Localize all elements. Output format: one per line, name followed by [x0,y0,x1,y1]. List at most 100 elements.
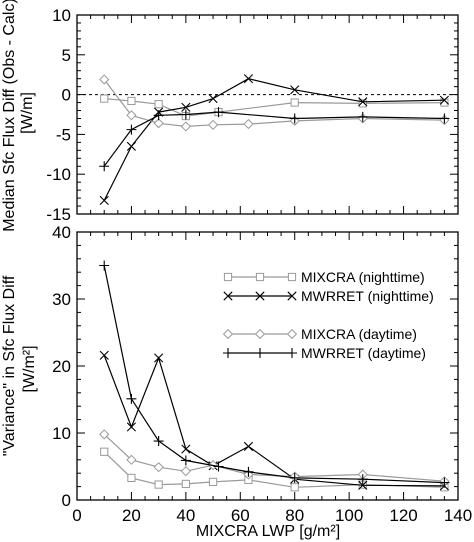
bottom-xtick-label: 120 [389,506,417,525]
bottom-xtick-label: 100 [335,506,363,525]
bottom-mixcra_day-point [153,462,164,473]
bottom-mixcra_night-point [154,480,163,489]
top-mwrret_night-point [99,195,109,206]
top-mixcra_day-point [126,110,137,121]
bottom-mwrret_day-point [153,436,164,447]
bottom-mixcra_night-point [100,447,109,456]
top-mixcra_night-point [100,94,109,103]
top-panel: -15 -10 -5 0 5 10 Median Sfc Flux Diff (Obs -… [1,0,459,232]
legend-mixcra_night-label: MIXCRA (nighttime) [301,269,425,285]
top-mixcra_day-point [243,118,254,130]
bottom-mixcra_day-point [126,454,137,465]
bottom-mixcra_night-point [208,477,218,487]
bottom-mwrret_day-point [213,461,224,472]
top-mwrret_night-point [208,93,218,104]
top-mwrret_night-point [243,74,254,84]
legend-mwrret_day-marker [287,348,297,358]
top-mwrret_day-point [126,124,137,135]
bottom-mixcra_night-point [181,479,190,489]
bottom-ytick-label: 40 [52,223,71,242]
top-mixcra_night-point [127,96,136,106]
bottom-mixcra_night-point [290,483,299,492]
bottom-series [99,260,450,492]
legend-mixcra_night-marker [287,272,297,282]
bottom-mwrret_day-point [180,455,191,466]
legend-mwrret_day-marker [223,348,233,358]
top-mwrret_night-point [126,141,137,151]
bottom-xtick-label: 60 [231,506,250,525]
top-mwrret_day-point [153,110,164,121]
top-mwrret_day-point [439,113,450,124]
legend-mixcra_day-marker [222,328,234,340]
top-mixcra_day-point [207,119,219,130]
x-axis-label: MIXCRA LWP [g/m²] [196,523,340,540]
bottom-mwrret_day-point [357,474,368,485]
top-mwrret_day-point [99,161,110,172]
top-mixcra_day-point [153,118,164,129]
bottom-mwrret_night-point [126,422,137,432]
legend-mwrret_night-marker [287,291,297,301]
bottom-mixcra_day-point [99,429,110,440]
top-series [99,74,450,206]
legend-mwrret_day-label: MWRRET (daytime) [301,345,426,361]
bottom-ylabel-line1: "Variance" in Sfc Flux Diff [1,275,18,456]
top-ytick-label: -5 [56,125,71,144]
top-mwrret_day-point [357,111,368,122]
top-mwrret_night-point [358,97,368,107]
bottom-mwrret_day-point [289,472,300,483]
top-mixcra_day-point [180,121,191,132]
legend-mixcra_day-marker [286,328,298,340]
bottom-mwrret_day-point [439,477,450,488]
legend-mwrret_night-marker [255,291,265,301]
bottom-ytick-label: 0 [62,491,71,510]
legend-mixcra_night-marker [223,272,233,282]
bottom-mwrret_day-point [126,393,137,404]
top-mwrret_day-point [289,113,300,124]
bottom-xtick-label: 40 [176,506,195,525]
bottom-ytick-label: 30 [52,290,71,309]
bottom-panel: 0 10 20 30 40 0 20 40 60 80 100 120 140 MIXCRA (nigh… [1,223,472,540]
bottom-mixcra_night-point [127,473,136,482]
top-ylabel-line1: Median Sfc Flux Diff (Obs - Calc) [1,0,18,232]
legend-mwrret_night-marker [223,291,233,301]
legend-mixcra_day-marker [254,328,266,340]
top-mwrret_day-line [103,111,445,167]
top-mwrret_night-line [103,78,445,201]
top-mixcra_night-point [358,99,367,108]
top-mwrret_day-point [213,107,224,118]
top-mixcra_night-line [104,98,445,117]
top-mwrret_night-point [181,102,191,112]
bottom-mwrret_night-point [358,480,368,490]
bottom-mwrret_night-point [99,350,109,360]
top-mixcra_day-point [99,74,110,85]
legend-mwrret_night-label: MWRRET (nighttime) [301,288,434,304]
top-mwrret_day-point [180,109,191,120]
top-mwrret_night-point [439,95,449,105]
top-ytick-label: 10 [52,6,71,25]
bottom-ytick-label: 20 [52,357,71,376]
bottom-mwrret_night-point [154,353,164,363]
bottom-xtick-label: 20 [122,506,141,525]
top-ytick-label: 5 [62,46,71,65]
bottom-mwrret_night-point [181,444,191,454]
top-mixcra_night-point [290,98,299,107]
bottom-ytick-label: 10 [52,424,71,443]
bottom-mwrret_day-point [99,260,110,271]
bottom-xtick-label: 0 [72,506,81,525]
top-mixcra_night-point [154,100,163,109]
top-ytick-label: -10 [46,165,71,184]
bottom-mixcra_day-point [180,466,191,477]
bottom-ticks: 0 10 20 30 40 0 20 40 60 80 100 120 140 [52,223,472,525]
legend: MIXCRA (nighttime) MWRRET (nighttime) MIXC… [222,269,434,361]
bottom-xtick-label: 80 [285,506,304,525]
bottom-mwrret_day-point [243,466,254,477]
top-ylabel-line2: [W/m] [19,92,36,134]
legend-mixcra_night-marker [255,272,265,282]
legend-mwrret_day-marker [255,348,265,358]
top-ticks: -15 -10 -5 0 5 10 [46,6,459,224]
legend-mixcra_day-label: MIXCRA (daytime) [301,326,417,342]
top-ytick-label: -15 [46,205,71,224]
bottom-mwrret_night-point [243,441,254,451]
top-mixcra_night-point [440,98,449,107]
